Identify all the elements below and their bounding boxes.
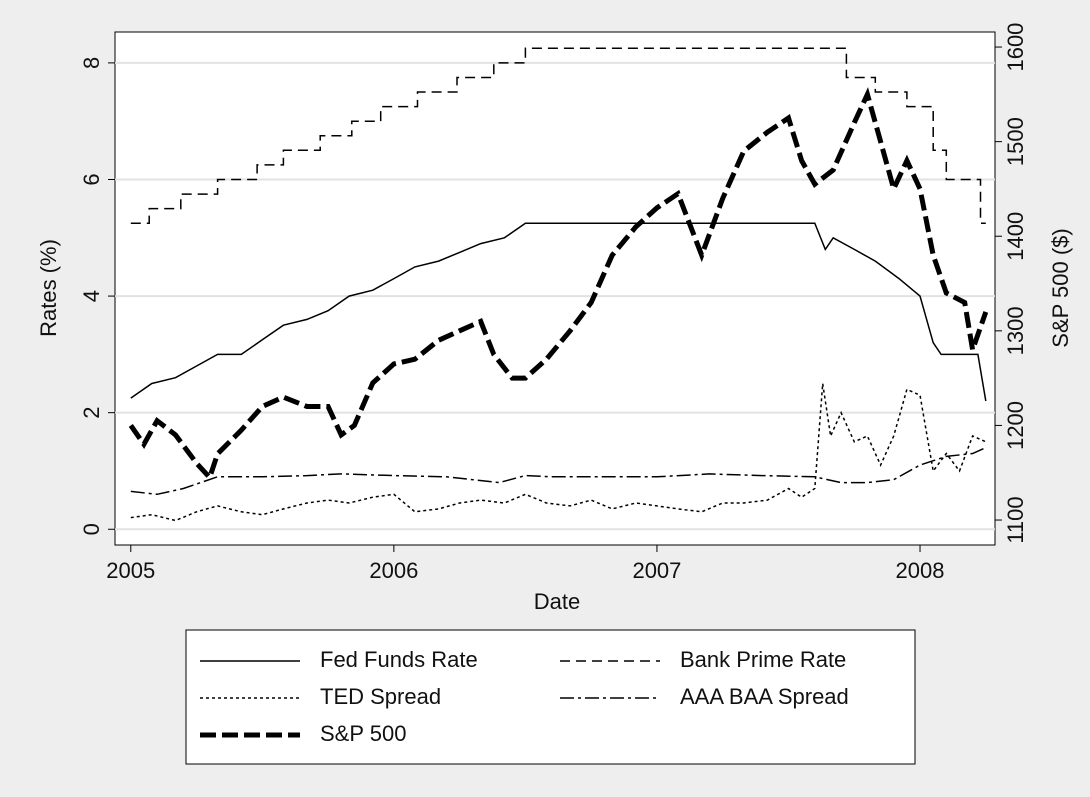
y2-axis-title: S&P 500 ($) — [1048, 228, 1073, 347]
series-line — [130, 446, 987, 496]
y2-tick-label: 1600 — [1003, 23, 1028, 72]
y2-tick-label: 1200 — [1003, 401, 1028, 450]
y2-tick-label: 1400 — [1003, 212, 1028, 261]
legend-label: S&P 500 — [320, 721, 406, 746]
plot-area — [114, 31, 996, 546]
y-tick-label: 4 — [79, 290, 104, 302]
y2-tick-label: 1300 — [1003, 306, 1028, 355]
x-tick-label: 2007 — [632, 558, 681, 583]
x-tick-label: 2006 — [369, 558, 418, 583]
series-line — [130, 222, 987, 402]
legend-label: Fed Funds Rate — [320, 647, 478, 672]
y2-tick-label: 1100 — [1003, 496, 1028, 543]
series-line — [130, 47, 986, 224]
y2-tick-label: 1500 — [1003, 117, 1028, 166]
legend-label: Bank Prime Rate — [680, 647, 846, 672]
y-tick-label: 8 — [79, 57, 104, 69]
legend-label: AAA BAA Spread — [680, 684, 849, 709]
series-line — [128, 87, 989, 483]
legend-label: TED Spread — [320, 684, 441, 709]
y-axis-title: Rates (%) — [36, 239, 61, 337]
x-tick-label: 2008 — [896, 558, 945, 583]
x-tick-label: 2005 — [106, 558, 155, 583]
legend-box — [185, 629, 916, 765]
y-tick-label: 2 — [79, 407, 104, 419]
x-axis-title: Date — [534, 589, 580, 614]
y-tick-label: 0 — [79, 523, 104, 535]
y-tick-label: 6 — [79, 173, 104, 185]
